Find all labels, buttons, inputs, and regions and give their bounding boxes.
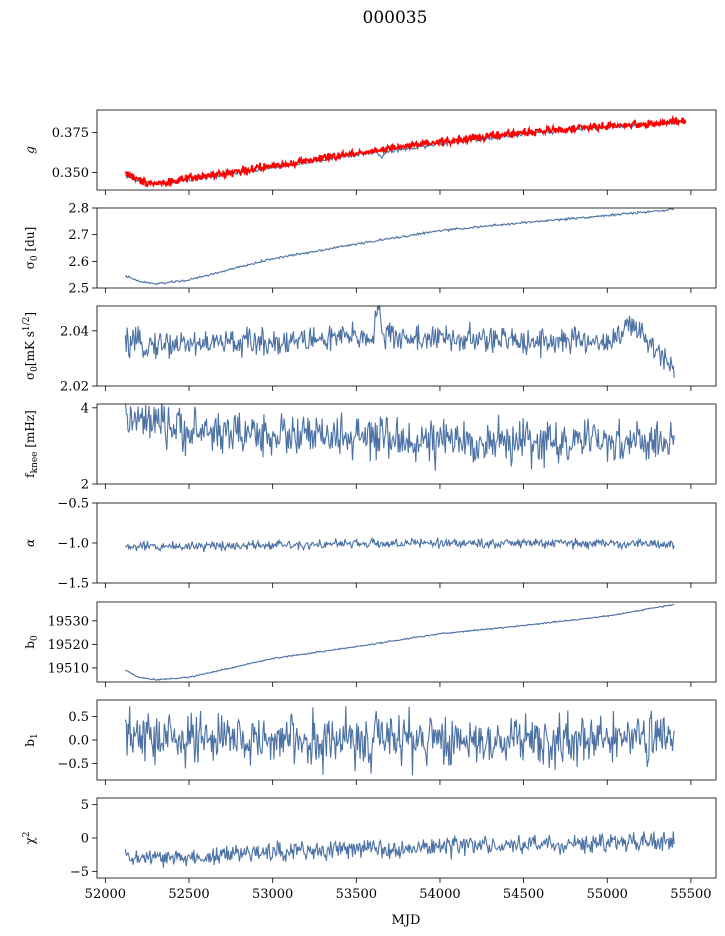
y-tick-label-sigma0-du: 2.8	[68, 202, 89, 217]
panel-sigma0-mks: 2.02 2.04 σ0[mK s1/2]	[22, 305, 717, 395]
x-tick-label: 54000	[419, 887, 460, 902]
series-line-sigma0-mks	[124, 306, 675, 378]
x-axis-label: MJD	[392, 913, 421, 928]
panel-g: 0.350 0.375 g	[23, 109, 717, 195]
series-line-sigma0-du	[124, 208, 675, 286]
y-axis-label-b0: b0	[23, 635, 40, 649]
y-tick-label-sigma0-mks: 2.04	[60, 324, 89, 339]
x-tick-label: 53500	[336, 887, 377, 902]
series-line-b1	[124, 706, 675, 776]
y-tick-label-b0: 19510	[48, 661, 89, 676]
panel-fknee: 2 4 fknee [mHz]	[23, 401, 717, 493]
panel-alpha: −1.5 −1.0 −0.5 α	[23, 497, 717, 592]
y-tick-label-b1: −0.5	[57, 757, 89, 772]
y-tick-label-sigma0-du: 2.5	[68, 282, 89, 297]
axes-frame-chi2	[96, 797, 717, 879]
x-tick-label: 55500	[670, 887, 711, 902]
y-tick-label-b1: 0.5	[68, 710, 89, 725]
axes-frame-fknee	[96, 403, 717, 485]
y-axis-label-sigma0-du: σ0 [du]	[23, 227, 40, 270]
panel-b1: −0.5 0.0 0.5 b1	[23, 699, 717, 785]
y-tick-label-chi2: −5	[70, 865, 89, 880]
y-tick-label-sigma0-du: 2.6	[68, 255, 89, 270]
series-line-b0	[125, 603, 675, 681]
series-line-alpha	[125, 536, 675, 553]
axes-frame-sigma0-mks	[96, 305, 717, 387]
axes-frame-b0	[96, 601, 717, 683]
panel-chi2: −5 0 5 52000 52500 53000 53500 54000 54500 55000 5…	[22, 797, 717, 902]
y-tick-label-chi2: 0	[81, 832, 89, 847]
y-tick-label-alpha: −0.5	[57, 497, 89, 512]
series-line-fknee	[125, 404, 675, 471]
panel-b0: 19510 19520 19530 b0	[23, 601, 717, 687]
y-tick-label-b0: 19530	[48, 614, 89, 629]
y-tick-label-alpha: −1.5	[57, 577, 89, 592]
x-tick-label: 52500	[168, 887, 209, 902]
axes-frame-g	[96, 109, 717, 191]
x-tick-label: 52000	[85, 887, 126, 902]
y-axis-label-fknee: fknee [mHz]	[23, 410, 40, 478]
y-tick-label-g: 0.375	[52, 126, 89, 141]
y-tick-label-fknee: 4	[81, 401, 89, 416]
y-axis-label-b1: b1	[23, 733, 40, 746]
y-tick-label-sigma0-mks: 2.02	[60, 380, 89, 395]
y-axis-label-chi2: χ2	[22, 831, 37, 844]
y-tick-label-chi2: 5	[81, 798, 89, 813]
y-tick-label-g: 0.350	[52, 166, 89, 181]
panels: 0.350 0.375 g 2.5 2.6 2.7 2.8 σ0 [du] 2.02 2.04 σ0…	[22, 109, 717, 902]
x-tick-label: 54500	[503, 887, 544, 902]
y-tick-label-b1: 0.0	[68, 734, 89, 749]
y-tick-label-sigma0-du: 2.7	[68, 228, 89, 243]
y-tick-label-alpha: −1.0	[57, 537, 89, 552]
y-axis-label-alpha: α	[23, 539, 37, 547]
series-line-chi2	[124, 831, 675, 868]
y-axis-label-g: g	[23, 146, 37, 154]
panel-sigma0-du: 2.5 2.6 2.7 2.8 σ0 [du]	[23, 202, 717, 297]
y-axis-label-sigma0-mks: σ0[mK s1/2]	[22, 312, 40, 380]
x-tick-label: 53000	[252, 887, 293, 902]
x-tick-label: 55000	[587, 887, 628, 902]
y-tick-label-b0: 19520	[48, 638, 89, 653]
axes-frame-sigma0-du	[96, 207, 717, 289]
series-line-g-overlay	[124, 114, 687, 188]
figure-title: 000035	[363, 8, 428, 28]
y-tick-label-fknee: 2	[81, 478, 89, 493]
